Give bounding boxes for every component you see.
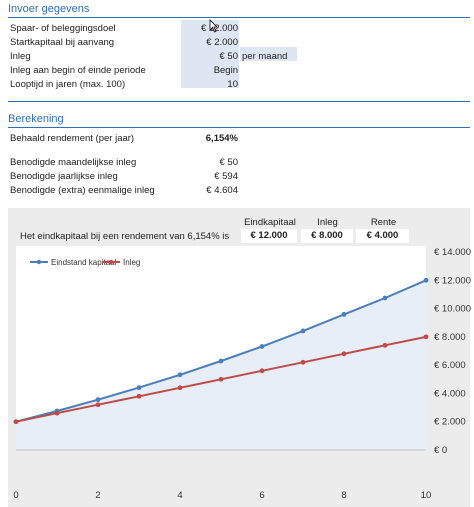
eenmalige-inleg-value: € 4.604 [206,185,238,196]
rente-label: Rente [370,217,397,228]
invoer-title: Invoer gegevens [8,3,90,15]
legend-label: Eindstand kapitaal [51,258,117,267]
rendement-label: Behaald rendement (per jaar) [10,133,135,144]
input-cells-background [181,20,239,88]
data-point [13,419,19,425]
data-point [136,393,142,399]
maandelijkse-inleg-label: Benodigde maandelijkse inleg [10,157,137,168]
looptijd-label: Looptijd in jaren (max. 100) [10,79,126,90]
data-point [423,277,429,283]
y-tick-label: € 2.000 [434,417,466,428]
data-point [259,368,265,374]
data-point [54,410,60,416]
legend-label: Inleg [123,258,140,267]
doel-label: Spaar- of beleggingsdoel [10,23,116,34]
rendement-value: 6,154% [205,133,238,144]
begin-einde-input[interactable]: Begin [213,65,238,76]
data-point [136,385,142,391]
x-tick-label: 6 [259,490,264,501]
inleg-period-select[interactable]: per maand [242,51,288,62]
data-point [382,342,388,348]
text-cursor-icon [209,19,218,33]
y-tick-label: € 10.000 [434,304,471,315]
data-point [95,402,101,408]
berekening-title: Berekening [8,113,64,125]
data-point [300,328,306,334]
inleg-summary-label: Inleg [317,217,338,228]
x-tick-label: 2 [95,490,100,501]
begin-einde-label: Inleg aan begin of einde periode [10,65,146,76]
berekening-divider [8,127,470,128]
inleg-period-cell [240,47,297,61]
legend-marker [36,259,42,265]
inleg-summary-value: € 8.000 [301,229,353,243]
maandelijkse-inleg-value: € 50 [219,157,239,168]
startkapitaal-label: Startkapitaal bij aanvang [10,37,115,48]
jaarlijkse-inleg-value: € 594 [214,171,238,182]
rente-value: € 4.000 [356,229,409,243]
eindkapitaal-label: Eindkapitaal [244,217,296,228]
y-tick-label: € 4.000 [434,388,466,399]
eindkapitaal-value: € 12.000 [241,229,297,243]
data-point [300,359,306,365]
data-point [218,358,224,364]
y-tick-label: € 12.000 [434,275,471,286]
x-tick-label: 8 [341,490,346,501]
data-point [382,295,388,301]
inleg-label: Inleg [10,51,31,62]
y-tick-label: € 8.000 [434,332,466,343]
data-point [341,311,347,317]
looptijd-input[interactable]: 10 [227,79,238,90]
legend-marker [108,259,114,265]
x-tick-label: 10 [421,490,432,501]
doel-input[interactable]: € 12.000 [201,23,238,34]
y-tick-label: € 14.000 [434,247,471,258]
inleg-input[interactable]: € 50 [219,51,239,62]
data-point [95,397,101,403]
invoer-divider [8,17,470,18]
section-divider [8,101,470,102]
jaarlijkse-inleg-label: Benodigde jaarlijkse inleg [10,171,118,182]
data-point [177,372,183,378]
eenmalige-inleg-label: Benodigde (extra) eenmalige inleg [10,185,155,196]
data-point [218,376,224,382]
y-tick-label: € 6.000 [434,360,466,371]
data-point [423,334,429,340]
startkapitaal-input[interactable]: € 2.000 [206,37,238,48]
data-point [177,385,183,391]
y-tick-label: € 0 [434,445,447,456]
data-point [259,344,265,349]
summary-sentence: Het eindkapitaal bij een rendement van 6… [20,231,230,242]
x-tick-label: 0 [13,490,18,501]
x-tick-label: 4 [177,490,182,501]
data-point [341,351,347,357]
